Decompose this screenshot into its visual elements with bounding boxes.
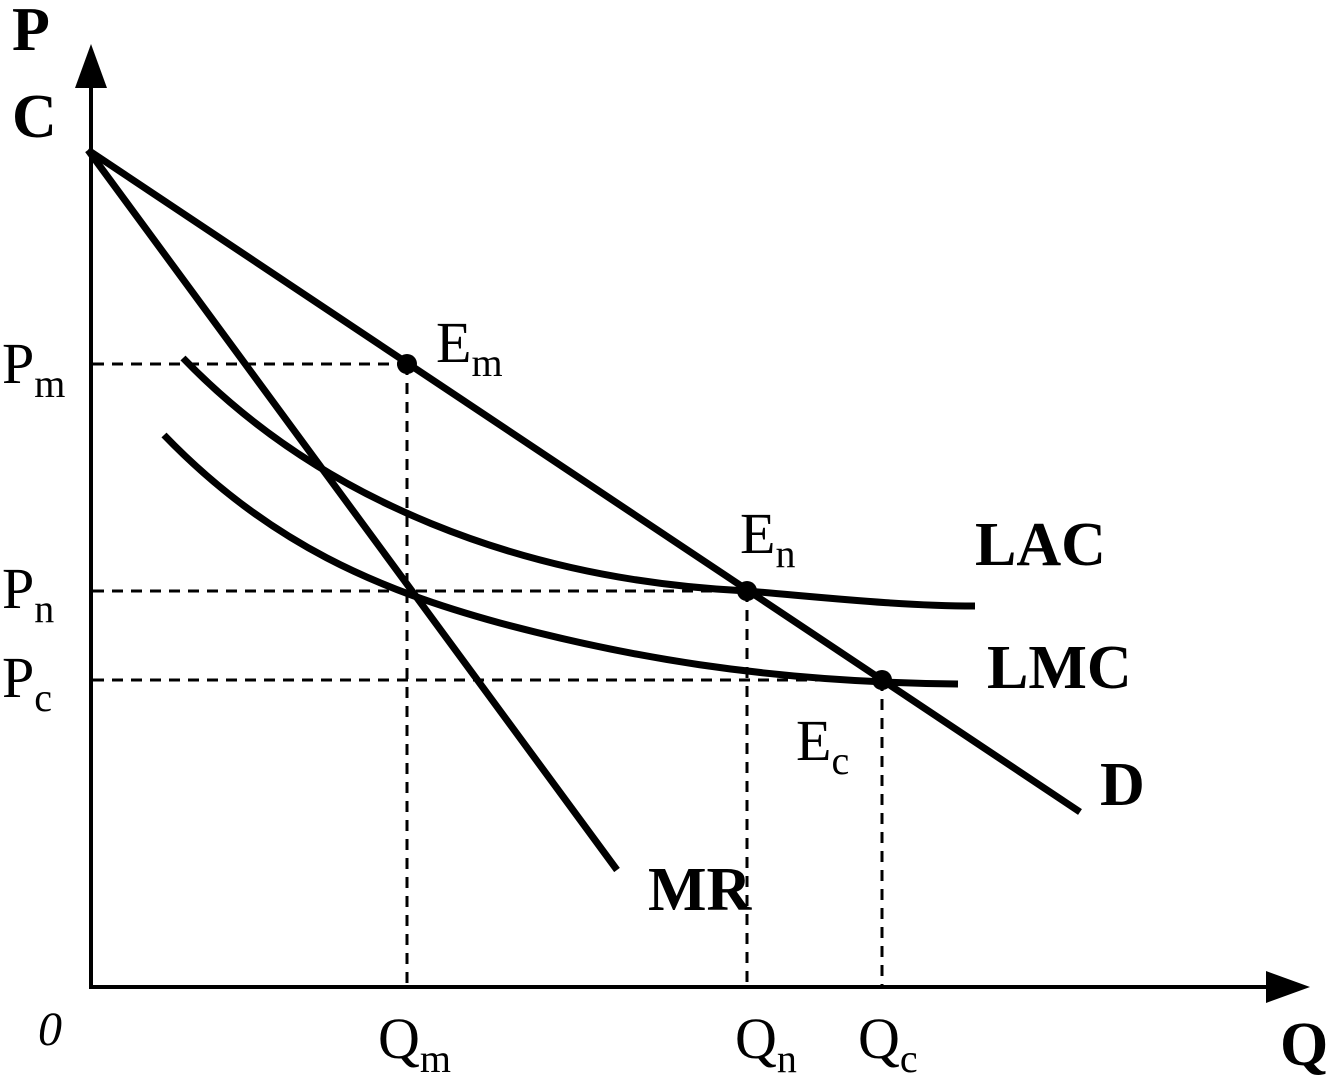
mr-label: MR [648, 856, 753, 924]
y-axis-arrowhead [75, 44, 107, 88]
origin-label: 0 [38, 1003, 62, 1056]
pn-label: Pn [2, 556, 54, 631]
qc-label: Qc [858, 1006, 918, 1081]
en-label: En [740, 501, 795, 576]
x-axis-label-q: Q [1280, 1011, 1328, 1079]
demand-curve [86, 147, 1082, 815]
ec-label: Ec [796, 708, 849, 783]
qm-label: Qm [378, 1006, 451, 1081]
point-em [397, 354, 417, 374]
pm-label: Pm [2, 331, 65, 406]
point-en [737, 581, 757, 601]
marginal-revenue-curve [85, 147, 620, 873]
lmc-curve [161, 432, 959, 688]
lac-label: LAC [975, 511, 1106, 579]
pc-label: Pc [2, 645, 52, 720]
point-ec [872, 670, 892, 690]
lac-curve [180, 355, 976, 610]
demand-label: D [1100, 751, 1145, 819]
x-axis-arrowhead [1266, 971, 1310, 1003]
lmc-label: LMC [987, 634, 1132, 702]
em-label: Em [436, 310, 503, 385]
y-axis-label-p: P [12, 0, 50, 64]
y-axis-label-c: C [12, 83, 57, 151]
qn-label: Qn [735, 1006, 797, 1081]
